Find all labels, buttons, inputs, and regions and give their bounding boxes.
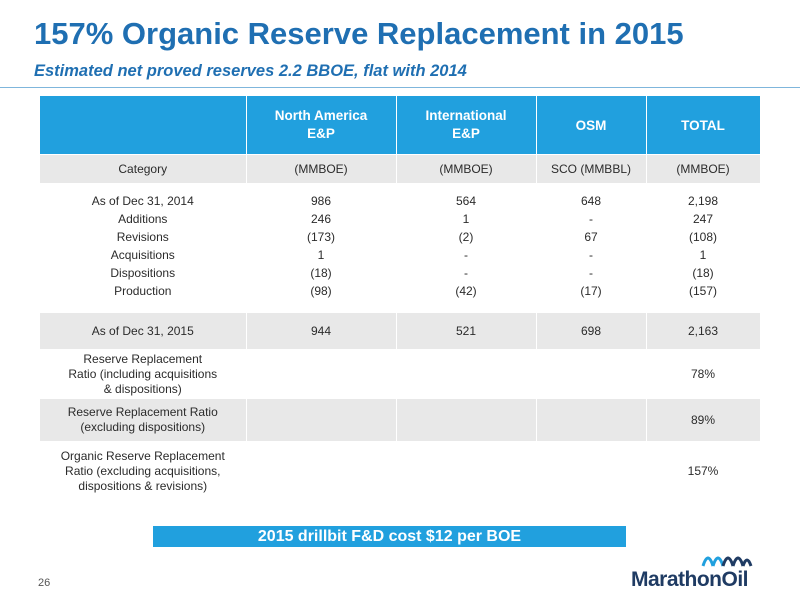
table-cell: 2,163 bbox=[646, 312, 761, 350]
table-cell bbox=[536, 398, 647, 442]
table-cell: Reserve Replacement Ratio (including acq… bbox=[40, 349, 247, 399]
table-cell: 521 bbox=[396, 312, 537, 350]
ratio-row-organic: Organic Reserve Replacement Ratio (exclu… bbox=[40, 441, 761, 501]
table-value: 986 bbox=[310, 194, 332, 208]
table-value: (108) bbox=[688, 230, 717, 244]
table-cell: Organic Reserve Replacement Ratio (exclu… bbox=[40, 441, 247, 501]
row-label: Additions bbox=[118, 212, 168, 226]
table-value: (157) bbox=[688, 284, 717, 298]
table-value: (2) bbox=[458, 230, 474, 244]
table-cell: (MMBOE) bbox=[646, 154, 761, 184]
table-cell bbox=[246, 349, 397, 399]
page-title: 157% Organic Reserve Replacement in 2015 bbox=[34, 16, 684, 51]
reserves-table: North America E&P International E&P OSM … bbox=[40, 96, 761, 501]
table-cell: (MMBOE) bbox=[396, 154, 537, 184]
table-cell bbox=[396, 349, 537, 399]
table-cell: Category bbox=[40, 154, 247, 184]
table-value: (18) bbox=[692, 266, 714, 280]
header-label: International E&P bbox=[425, 108, 507, 141]
table-value: - bbox=[464, 266, 468, 280]
detail-row: As of Dec 31, 2014 Additions Revisions A… bbox=[40, 183, 761, 313]
table-cell bbox=[536, 349, 647, 399]
table-cell bbox=[396, 441, 537, 501]
table-value: 246 bbox=[310, 212, 332, 226]
table-cell bbox=[246, 441, 397, 501]
table-value: (17) bbox=[580, 284, 602, 298]
table-value: - bbox=[589, 266, 593, 280]
table-value: - bbox=[464, 248, 468, 262]
ratio-row-excluding: Reserve Replacement Ratio (excluding dis… bbox=[40, 398, 761, 442]
header-divider bbox=[0, 87, 800, 88]
row-label: Revisions bbox=[116, 230, 169, 244]
total-row: As of Dec 31, 2015 944 521 698 2,163 bbox=[40, 312, 761, 350]
detail-values-total: 2,198 247 (108) 1 (18) (157) bbox=[646, 183, 761, 313]
table-cell: 78% bbox=[646, 349, 761, 399]
table-cell: 89% bbox=[646, 398, 761, 442]
header-cell-total: TOTAL bbox=[646, 96, 761, 155]
table-cell bbox=[536, 441, 647, 501]
fd-cost-banner: 2015 drillbit F&D cost $12 per BOE bbox=[153, 526, 626, 547]
detail-values-osm: 648 - 67 - - (17) bbox=[536, 183, 647, 313]
table-value: 67 bbox=[584, 230, 598, 244]
table-value: (98) bbox=[310, 284, 332, 298]
header-cell-north-america: North America E&P bbox=[246, 96, 397, 155]
table-value: 1 bbox=[317, 248, 325, 262]
row-label: Dispositions bbox=[110, 266, 176, 280]
page-subtitle: Estimated net proved reserves 2.2 BBOE, … bbox=[34, 62, 467, 80]
table-cell: (MMBOE) bbox=[246, 154, 397, 184]
table-cell: As of Dec 31, 2015 bbox=[40, 312, 247, 350]
table-value: (42) bbox=[455, 284, 477, 298]
table-cell: 944 bbox=[246, 312, 397, 350]
table-value: 564 bbox=[455, 194, 477, 208]
detail-values-international: 564 1 (2) - - (42) bbox=[396, 183, 537, 313]
table-value: 2,198 bbox=[687, 194, 719, 208]
table-value: - bbox=[589, 212, 593, 226]
header-cell-blank bbox=[40, 96, 247, 155]
table-value: (173) bbox=[306, 230, 335, 244]
table-value: - bbox=[589, 248, 593, 262]
table-cell: 698 bbox=[536, 312, 647, 350]
table-cell bbox=[396, 398, 537, 442]
row-label: Production bbox=[114, 284, 172, 298]
detail-values-north-america: 986 246 (173) 1 (18) (98) bbox=[246, 183, 397, 313]
header-cell-international: International E&P bbox=[396, 96, 537, 155]
marathon-wave-icon bbox=[701, 556, 753, 567]
table-value: (18) bbox=[310, 266, 332, 280]
header-cell-osm: OSM bbox=[536, 96, 647, 155]
table-header-row: North America E&P International E&P OSM … bbox=[40, 96, 761, 155]
marathon-oil-logo: MarathonOil bbox=[631, 548, 781, 594]
table-cell: SCO (MMBBL) bbox=[536, 154, 647, 184]
table-value: 648 bbox=[580, 194, 602, 208]
page-number: 26 bbox=[38, 577, 51, 589]
detail-labels-cell: As of Dec 31, 2014 Additions Revisions A… bbox=[40, 183, 247, 313]
row-label: As of Dec 31, 2014 bbox=[91, 194, 194, 208]
header-label: North America E&P bbox=[274, 108, 368, 141]
table-value: 1 bbox=[699, 248, 707, 262]
table-cell: Reserve Replacement Ratio (excluding dis… bbox=[40, 398, 247, 442]
table-cell: 157% bbox=[646, 441, 761, 501]
table-value: 247 bbox=[692, 212, 714, 226]
table-cell bbox=[246, 398, 397, 442]
ratio-row-including: Reserve Replacement Ratio (including acq… bbox=[40, 349, 761, 399]
row-label: Acquisitions bbox=[110, 248, 175, 262]
logo-text: MarathonOil bbox=[631, 568, 749, 591]
table-value: 1 bbox=[462, 212, 470, 226]
category-row: Category (MMBOE) (MMBOE) SCO (MMBBL) (MM… bbox=[40, 154, 761, 184]
